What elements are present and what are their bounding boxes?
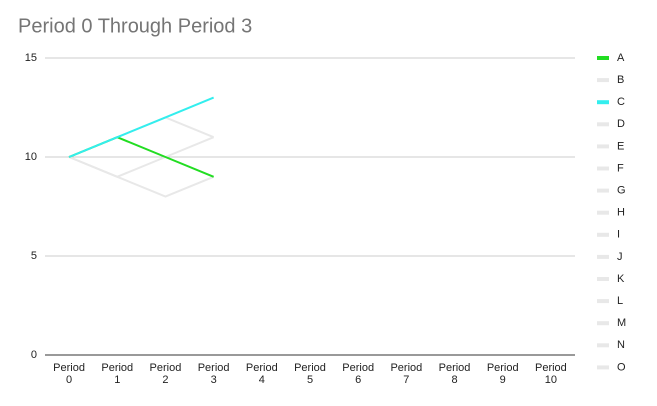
x-tick-label: Period 1 [101, 362, 134, 386]
legend-label: I [617, 229, 620, 241]
legend-label: J [617, 251, 623, 263]
x-tick-label: Period 10 [535, 362, 567, 386]
y-tick-label: 0 [31, 349, 37, 361]
series-line [68, 156, 215, 198]
x-tick-label: Period 4 [245, 362, 278, 386]
x-tick-label: Period 2 [149, 362, 182, 386]
legend-label: O [617, 361, 626, 373]
x-tick-label: Period 8 [438, 362, 471, 386]
legend-label: L [617, 295, 623, 307]
y-tick-label: 15 [25, 52, 37, 64]
series-line [68, 116, 215, 158]
legend-label: E [617, 140, 624, 152]
legend-label: D [617, 118, 625, 130]
legend-label: M [617, 317, 626, 329]
legend-label: F [617, 162, 624, 174]
legend-label: H [617, 207, 625, 219]
x-tick-label: Period 7 [390, 362, 423, 386]
legend-label: K [617, 273, 625, 285]
legend-label: N [617, 339, 625, 351]
x-tick-label: Period 5 [294, 362, 326, 386]
legend-label: G [617, 185, 626, 197]
series-line [68, 96, 215, 158]
x-tick-label: Period 3 [197, 362, 230, 386]
x-tick-label: Period 6 [342, 362, 375, 386]
legend-label: A [617, 52, 625, 64]
x-tick-label: Period 0 [53, 362, 85, 386]
legend-label: B [617, 74, 624, 86]
y-tick-label: 5 [31, 250, 37, 262]
y-tick-label: 10 [25, 151, 37, 163]
x-tick-label: Period 9 [486, 362, 519, 386]
series-line [68, 136, 215, 178]
legend-label: C [617, 96, 625, 108]
chart-title: Period 0 Through Period 3 [18, 15, 252, 37]
